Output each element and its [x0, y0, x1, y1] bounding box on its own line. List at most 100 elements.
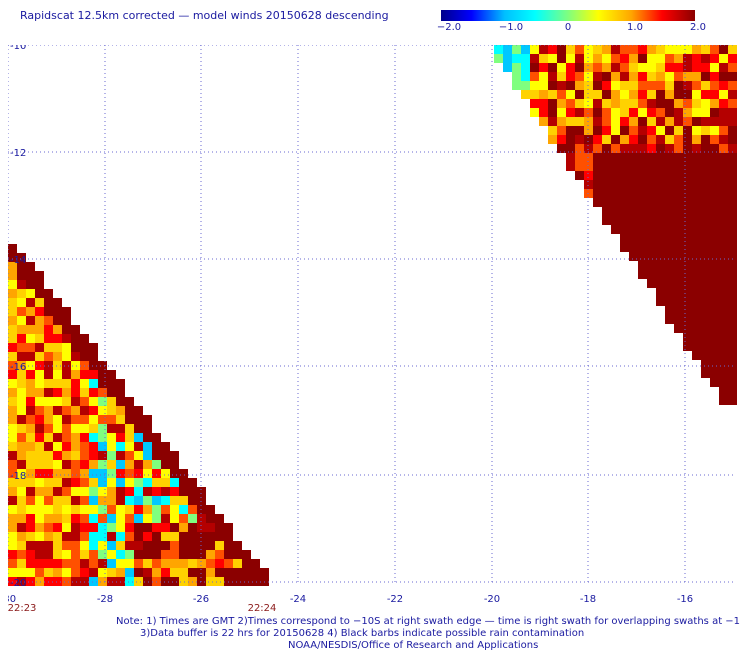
wind-cell — [656, 225, 665, 234]
wind-cell — [584, 90, 593, 99]
wind-cell — [116, 388, 125, 397]
wind-cell — [656, 252, 665, 261]
wind-cell — [53, 478, 62, 487]
wind-cell — [683, 108, 692, 117]
wind-cell — [35, 514, 44, 523]
wind-cell — [701, 45, 710, 54]
wind-cell — [35, 460, 44, 469]
wind-cell — [647, 144, 656, 153]
wind-cell — [494, 54, 503, 63]
wind-cell — [557, 72, 566, 81]
wind-cell — [548, 117, 557, 126]
wind-cell — [638, 153, 647, 162]
wind-cell — [98, 577, 107, 586]
wind-cell — [8, 523, 17, 532]
wind-cell — [98, 370, 107, 379]
wind-cell — [179, 505, 188, 514]
colorbar-tick: 0 — [564, 22, 572, 33]
wind-cell — [674, 144, 683, 153]
wind-cell — [143, 577, 152, 586]
wind-cell — [26, 469, 35, 478]
wind-cell — [584, 63, 593, 72]
wind-cell — [206, 559, 215, 568]
wind-cell — [719, 99, 728, 108]
wind-cell — [728, 45, 737, 54]
wind-cell — [89, 577, 98, 586]
wind-cell — [602, 144, 611, 153]
wind-cell — [8, 460, 17, 469]
wind-cell — [62, 577, 71, 586]
wind-cell — [602, 63, 611, 72]
wind-cell — [53, 415, 62, 424]
wind-cell — [197, 568, 206, 577]
wind-cell — [701, 360, 710, 369]
wind-cell — [62, 379, 71, 388]
wind-cell — [665, 225, 674, 234]
wind-cell — [35, 406, 44, 415]
wind-cell — [557, 126, 566, 135]
wind-cell — [620, 171, 629, 180]
wind-cell — [26, 550, 35, 559]
wind-cell — [683, 117, 692, 126]
wind-cell — [656, 180, 665, 189]
wind-cell — [719, 315, 728, 324]
wind-cell — [602, 90, 611, 99]
wind-cell — [692, 288, 701, 297]
wind-cell — [674, 54, 683, 63]
wind-cell — [71, 451, 80, 460]
wind-cell — [197, 523, 206, 532]
wind-cell — [233, 568, 242, 577]
wind-cell — [530, 45, 539, 54]
wind-cell — [71, 406, 80, 415]
wind-cell — [593, 180, 602, 189]
footnote-line-2: 3)Data buffer is 22 hrs for 20150628 4) … — [140, 628, 585, 639]
wind-cell — [188, 514, 197, 523]
wind-cell — [161, 442, 170, 451]
wind-cell — [62, 568, 71, 577]
wind-cell — [584, 135, 593, 144]
wind-cell — [35, 496, 44, 505]
wind-cell — [548, 108, 557, 117]
wind-cell — [647, 108, 656, 117]
wind-cell — [188, 487, 197, 496]
wind-cell — [548, 45, 557, 54]
wind-cell — [53, 460, 62, 469]
wind-cell — [215, 514, 224, 523]
wind-cell — [557, 81, 566, 90]
wind-cell — [719, 54, 728, 63]
wind-cell — [26, 523, 35, 532]
wind-cell — [107, 550, 116, 559]
wind-cell — [647, 225, 656, 234]
wind-cell — [107, 523, 116, 532]
wind-cell — [134, 415, 143, 424]
wind-cell — [674, 180, 683, 189]
wind-cell — [683, 270, 692, 279]
wind-cell — [566, 45, 575, 54]
wind-cell — [107, 577, 116, 586]
wind-cell — [35, 451, 44, 460]
wind-cell — [35, 280, 44, 289]
wind-cell — [116, 451, 125, 460]
wind-cell — [152, 559, 161, 568]
wind-cell — [710, 369, 719, 378]
wind-cell — [80, 487, 89, 496]
wind-cell — [125, 469, 134, 478]
wind-cell — [107, 433, 116, 442]
wind-cell — [89, 550, 98, 559]
wind-cell — [62, 361, 71, 370]
wind-cell — [89, 370, 98, 379]
wind-cell — [728, 54, 737, 63]
wind-cell — [35, 415, 44, 424]
map-title: Rapidscat 12.5km corrected — model winds… — [20, 9, 389, 22]
wind-cell — [692, 63, 701, 72]
wind-cell — [719, 81, 728, 90]
wind-cell — [17, 397, 26, 406]
wind-cell — [683, 198, 692, 207]
wind-cell — [134, 406, 143, 415]
wind-cell — [26, 307, 35, 316]
wind-cell — [143, 505, 152, 514]
wind-cell — [656, 162, 665, 171]
wind-cell — [710, 45, 719, 54]
wind-cell — [701, 288, 710, 297]
wind-cell — [62, 559, 71, 568]
